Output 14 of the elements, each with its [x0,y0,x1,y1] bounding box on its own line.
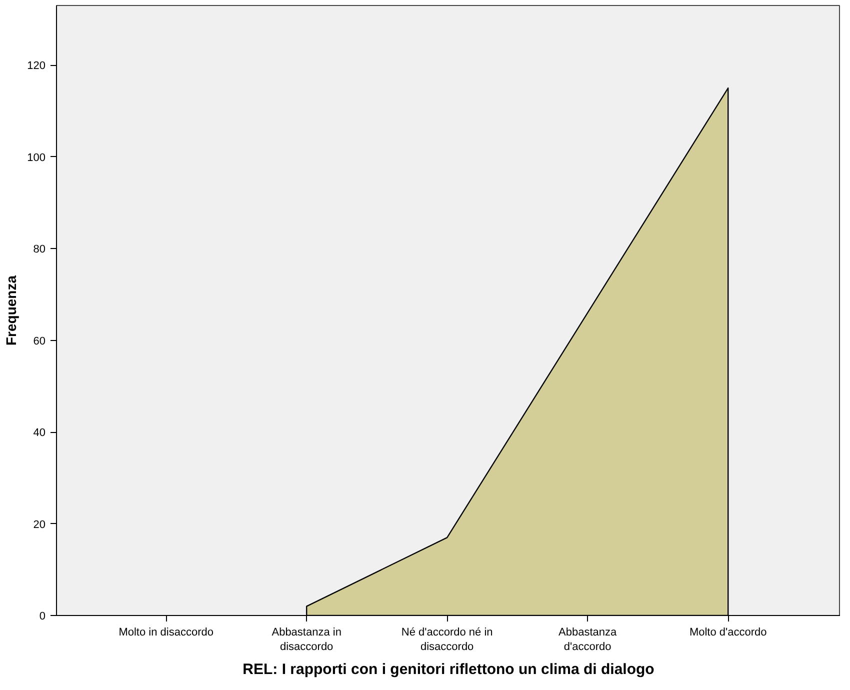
y-axis-title: Frequenza [3,275,20,346]
x-tick-label: Né d'accordo né in disaccordo [401,626,493,653]
y-tick-label: 20 [33,518,46,531]
y-tick-label: 80 [33,244,46,256]
y-tick-label: 100 [27,152,46,164]
x-tick-label: Abbastanza d'accordo [558,626,618,653]
y-tick-label: 60 [33,335,46,348]
x-tick-label: Abbastanza in disaccordo [272,626,342,653]
y-tick-label: 0 [39,610,46,622]
x-axis-title: REL: I rapporti con i genitori riflettono un clima di dialogo [242,660,654,678]
x-tick-label: Molto in disaccordo [118,626,214,638]
y-tick-label: 40 [33,427,46,440]
y-tick-label: 120 [27,60,46,72]
x-tick-label: Molto d'accordo [689,626,767,638]
